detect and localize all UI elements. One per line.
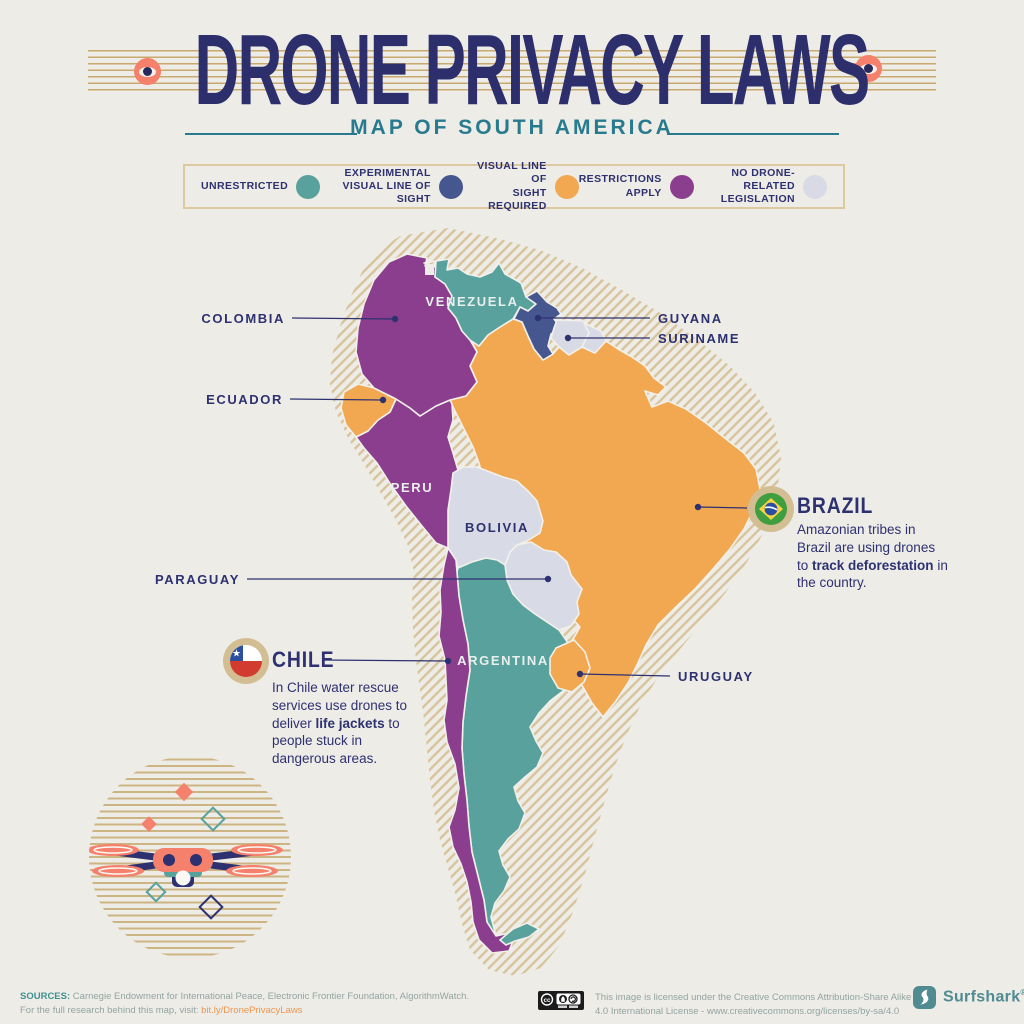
- sources-body: Carnegie Endowment for International Pea…: [70, 991, 470, 1002]
- legend-swatch-no-legislation: [803, 174, 828, 199]
- research-link[interactable]: bit.ly/DronePrivacyLaws: [201, 1004, 303, 1016]
- brazil-callout-title: BRAZIL: [797, 493, 874, 518]
- label-bolivia: BOLIVIA: [465, 520, 529, 535]
- label-suriname: SURINAME: [658, 331, 741, 346]
- label-guyana: GUYANA: [658, 311, 723, 326]
- subtitle-rule-right: [667, 133, 839, 135]
- leader-uruguay: [579, 673, 671, 677]
- legend-item-no-legislation: NO DRONE-RELATED LEGISLATION: [694, 166, 828, 206]
- brazil-flag-icon: [755, 493, 787, 525]
- brazil-text: Amazonian tribes in Brazil are using dro…: [797, 522, 936, 573]
- leader-dots: [379, 314, 702, 678]
- legend-label: EXPERIMENTAL VISUAL LINE OF SIGHT: [342, 166, 431, 206]
- country-chile: [438, 547, 514, 954]
- legend-swatch-vlos-required: [554, 174, 579, 199]
- label-colombia: COLOMBIA: [201, 311, 285, 326]
- leader-ecuador: [289, 398, 384, 401]
- leader-lines: [247, 317, 748, 677]
- legend-item-experimental-vlos: EXPERIMENTAL VISUAL LINE OF SIGHT: [320, 167, 463, 206]
- drone-rotors: [89, 844, 283, 877]
- diamond-teal-right: [200, 806, 226, 832]
- visit-text: For the full research behind this map, v…: [20, 1004, 202, 1016]
- label-ecuador: ECUADOR: [206, 392, 283, 407]
- creative-commons-badge: cc: [538, 991, 584, 1010]
- subtitle-rule-left: [185, 133, 357, 135]
- dot-chile: [444, 657, 452, 665]
- drone-camera-lens: [175, 870, 191, 886]
- chile-callout-title: CHILE: [272, 647, 335, 672]
- eye-icon-left: [134, 58, 161, 85]
- dot-uruguay: [576, 670, 584, 678]
- surfshark-logo: Surfshark®: [913, 986, 1024, 1009]
- brazil-callout-body: Amazonian tribes in Brazil are using dro…: [797, 521, 949, 592]
- legend-item-restrictions-apply: RESTRICTIONS APPLY: [579, 173, 694, 199]
- svg-text:cc: cc: [544, 998, 551, 1004]
- chile-flag-icon: ★: [230, 645, 262, 677]
- diamond-teal-bottom: [145, 881, 167, 903]
- brand-registered-mark: ®: [1020, 988, 1024, 998]
- venezuela-coast-notch: [425, 264, 434, 275]
- label-paraguay: PARAGUAY: [154, 572, 240, 587]
- chile-text: In Chile water rescue services use drone…: [272, 680, 408, 731]
- brazil-flag-badge: [748, 486, 794, 532]
- page-title: DRONE PRIVACY LAWS: [194, 14, 871, 126]
- eye-sclera: [860, 63, 877, 74]
- surfshark-icon: [913, 986, 936, 1009]
- drone-illustration: [89, 756, 291, 958]
- drone-eye-left: [163, 854, 175, 866]
- leader-colombia: [291, 317, 396, 320]
- label-peru: PERU: [390, 480, 434, 495]
- chile-callout-body: In Chile water rescue services use drone…: [272, 679, 420, 768]
- legend-label: NO DRONE-RELATED LEGISLATION: [720, 166, 796, 206]
- sources-text: SOURCES: Carnegie Endowment for Internat…: [20, 990, 490, 1018]
- brazil-text: in the country.: [797, 557, 948, 591]
- legend-item-vlos-required: VISUAL LINE OF SIGHT REQUIRED: [463, 160, 579, 213]
- legend-swatch-experimental-vlos: [438, 174, 463, 199]
- dot-colombia: [391, 315, 399, 323]
- dot-ecuador: [379, 396, 387, 404]
- legend-label: RESTRICTIONS APPLY: [578, 173, 662, 199]
- surfshark-wordmark: Surfshark®: [943, 988, 1024, 1006]
- dot-suriname: [564, 334, 572, 342]
- brazil-text-bold: track deforestation: [812, 557, 934, 573]
- chile-text: to people stuck in dangerous areas.: [272, 715, 400, 767]
- svg-text:★: ★: [232, 649, 241, 660]
- label-argentina: ARGENTINA: [457, 653, 549, 668]
- dot-brazil: [694, 503, 702, 511]
- legend: UNRESTRICTED EXPERIMENTAL VISUAL LINE OF…: [183, 160, 845, 212]
- country-uruguay: [549, 639, 591, 693]
- dot-paraguay: [544, 575, 552, 583]
- legend-swatch-unrestricted: [296, 174, 321, 199]
- eye-pupil: [864, 64, 873, 73]
- drone-eye-right: [190, 854, 202, 866]
- label-venezuela: VENEZUELA: [425, 294, 519, 309]
- country-guyana: [513, 290, 562, 361]
- chile-flag-badge: ★: [223, 638, 269, 684]
- legend-label: VISUAL LINE OF SIGHT REQUIRED: [477, 160, 547, 212]
- diamond-navy-bottom: [198, 894, 224, 920]
- label-uruguay: URUGUAY: [678, 669, 754, 684]
- country-tierra-del-fuego: [499, 922, 540, 946]
- dot-guyana: [534, 314, 542, 322]
- legend-swatch-restrictions-apply: [669, 174, 694, 199]
- header-stripes: [88, 50, 936, 94]
- eye-sclera: [139, 66, 156, 77]
- chile-text-bold: life jackets: [315, 715, 385, 731]
- leader-brazil: [697, 506, 748, 509]
- eye-pupil: [143, 67, 152, 76]
- leader-chile: [321, 659, 449, 662]
- legend-label: UNRESTRICTED: [201, 179, 289, 192]
- license-text: This image is licensed under the Creativ…: [595, 992, 912, 1017]
- sources-label: SOURCES:: [20, 991, 71, 1002]
- drone-body: [153, 848, 213, 872]
- page-subtitle: MAP OF SOUTH AMERICA: [350, 116, 674, 139]
- legend-item-unrestricted: UNRESTRICTED: [201, 174, 321, 199]
- diamond-coral-top: [174, 782, 194, 802]
- eye-icon-right: [855, 55, 882, 82]
- brand-name: Surfshark: [943, 988, 1021, 1006]
